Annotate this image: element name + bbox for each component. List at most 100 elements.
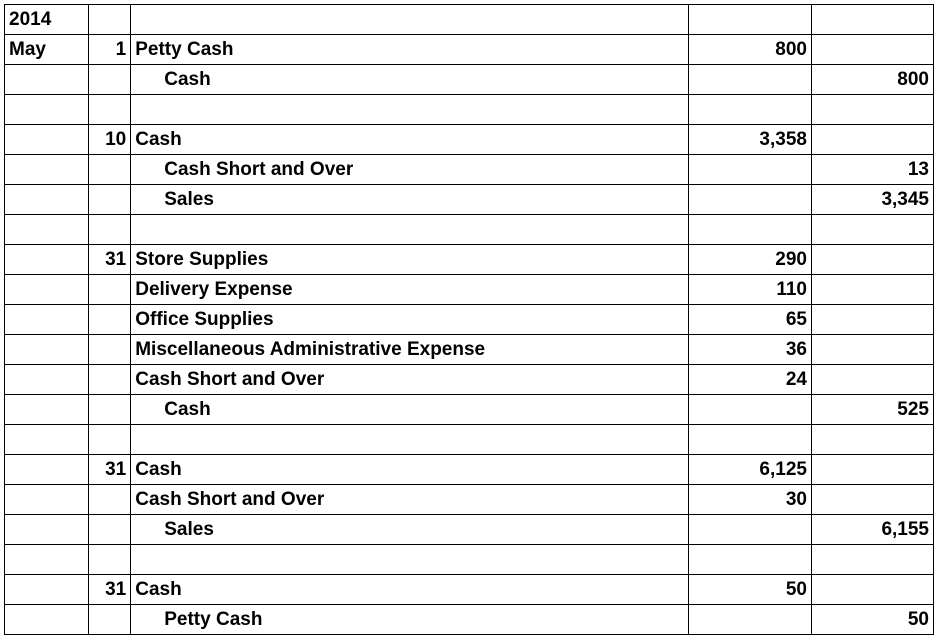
- debit-amount-cell: 800: [688, 34, 812, 65]
- date-month-cell: [4, 304, 89, 335]
- account-title-cell: Store Supplies: [130, 244, 690, 275]
- credit-amount-cell: [810, 274, 934, 305]
- account-title-cell: Cash: [130, 454, 690, 485]
- journal-row: Sales 3,345: [4, 184, 934, 215]
- credit-amount-cell: [810, 454, 934, 485]
- date-month-cell: [4, 364, 89, 395]
- date-day-cell: [87, 544, 132, 575]
- date-month-cell: [4, 544, 89, 575]
- date-day-cell: 31: [87, 244, 132, 275]
- date-day-cell: [87, 604, 132, 635]
- journal-row: Office Supplies 65: [4, 304, 934, 335]
- journal-row: Cash 800: [4, 64, 934, 95]
- journal-row: 31 Store Supplies 290: [4, 244, 934, 275]
- account-title-cell: Office Supplies: [130, 304, 690, 335]
- debit-amount-cell: [688, 4, 812, 35]
- debit-amount-cell: [688, 604, 812, 635]
- credit-amount-cell: 6,155: [810, 514, 934, 545]
- journal-row: 31 Cash 6,125: [4, 454, 934, 485]
- credit-amount-cell: [810, 304, 934, 335]
- credit-amount-cell: [810, 4, 934, 35]
- account-title-cell: Cash: [130, 64, 690, 95]
- journal-row: Cash Short and Over 13: [4, 154, 934, 185]
- credit-amount-cell: 800: [810, 64, 934, 95]
- account-title-cell: Sales: [130, 184, 690, 215]
- credit-amount-cell: [810, 124, 934, 155]
- journal-row: Petty Cash 50: [4, 604, 934, 635]
- account-title-cell: Miscellaneous Administrative Expense: [130, 334, 690, 365]
- journal-table: 2014 May 1 Petty Cash 800 Cash 800 10 Cash 3,358 C…: [4, 4, 934, 635]
- account-title-cell: [130, 544, 690, 575]
- account-title-cell: Cash: [130, 394, 690, 425]
- debit-amount-cell: [688, 544, 812, 575]
- account-title-cell: Cash Short and Over: [130, 364, 690, 395]
- account-title-cell: Cash: [130, 124, 690, 155]
- date-day-cell: [87, 514, 132, 545]
- account-title-cell: [130, 4, 690, 35]
- date-day-cell: 10: [87, 124, 132, 155]
- date-day-cell: [87, 184, 132, 215]
- credit-amount-cell: 13: [810, 154, 934, 185]
- credit-amount-cell: [810, 334, 934, 365]
- date-day-cell: [87, 154, 132, 185]
- date-day-cell: [87, 364, 132, 395]
- account-title-cell: Cash Short and Over: [130, 484, 690, 515]
- credit-amount-cell: 525: [810, 394, 934, 425]
- date-month-cell: [4, 574, 89, 605]
- date-month-cell: 2014: [4, 4, 89, 35]
- debit-amount-cell: 30: [688, 484, 812, 515]
- credit-amount-cell: [810, 214, 934, 245]
- journal-row: Cash 525: [4, 394, 934, 425]
- debit-amount-cell: 24: [688, 364, 812, 395]
- date-day-cell: [87, 484, 132, 515]
- date-day-cell: [87, 64, 132, 95]
- date-month-cell: [4, 274, 89, 305]
- account-title-cell: Delivery Expense: [130, 274, 690, 305]
- credit-amount-cell: [810, 244, 934, 275]
- date-month-cell: May: [4, 34, 89, 65]
- journal-row: [4, 214, 934, 245]
- journal-row: Cash Short and Over 24: [4, 364, 934, 395]
- date-month-cell: [4, 94, 89, 125]
- date-month-cell: [4, 244, 89, 275]
- date-month-cell: [4, 484, 89, 515]
- date-day-cell: [87, 4, 132, 35]
- date-day-cell: [87, 424, 132, 455]
- journal-row: Miscellaneous Administrative Expense 36: [4, 334, 934, 365]
- debit-amount-cell: [688, 64, 812, 95]
- debit-amount-cell: 6,125: [688, 454, 812, 485]
- credit-amount-cell: [810, 364, 934, 395]
- credit-amount-cell: [810, 34, 934, 65]
- debit-amount-cell: [688, 184, 812, 215]
- journal-row: [4, 544, 934, 575]
- date-day-cell: 1: [87, 34, 132, 65]
- journal-row: 10 Cash 3,358: [4, 124, 934, 155]
- debit-amount-cell: 3,358: [688, 124, 812, 155]
- date-month-cell: [4, 214, 89, 245]
- account-title-cell: Cash Short and Over: [130, 154, 690, 185]
- credit-amount-cell: [810, 94, 934, 125]
- debit-amount-cell: 110: [688, 274, 812, 305]
- debit-amount-cell: [688, 94, 812, 125]
- account-title-cell: Petty Cash: [130, 604, 690, 635]
- debit-amount-cell: [688, 214, 812, 245]
- journal-row: 31 Cash 50: [4, 574, 934, 605]
- journal-row: [4, 424, 934, 455]
- date-day-cell: 31: [87, 574, 132, 605]
- journal-row: Cash Short and Over 30: [4, 484, 934, 515]
- date-day-cell: [87, 94, 132, 125]
- date-month-cell: [4, 334, 89, 365]
- debit-amount-cell: 290: [688, 244, 812, 275]
- debit-amount-cell: [688, 424, 812, 455]
- debit-amount-cell: 36: [688, 334, 812, 365]
- journal-row: May 1 Petty Cash 800: [4, 34, 934, 65]
- date-day-cell: [87, 304, 132, 335]
- debit-amount-cell: [688, 154, 812, 185]
- account-title-cell: Sales: [130, 514, 690, 545]
- credit-amount-cell: [810, 424, 934, 455]
- credit-amount-cell: [810, 484, 934, 515]
- date-day-cell: 31: [87, 454, 132, 485]
- date-month-cell: [4, 514, 89, 545]
- date-month-cell: [4, 454, 89, 485]
- date-month-cell: [4, 154, 89, 185]
